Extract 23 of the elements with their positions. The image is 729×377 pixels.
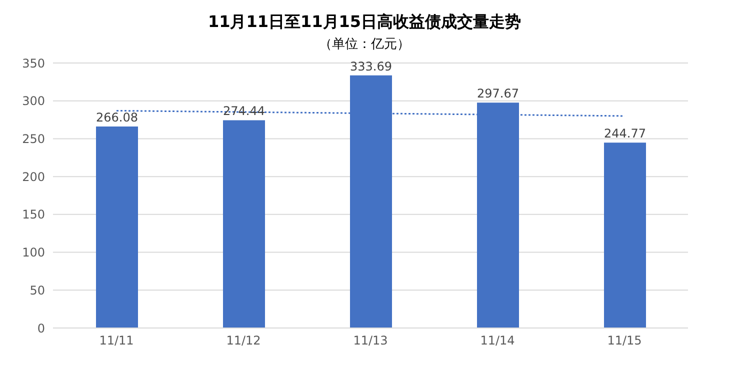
y-tick-label: 300	[22, 94, 45, 108]
y-tick-label: 50	[30, 283, 45, 298]
data-label: 333.69	[350, 59, 392, 74]
x-tick-label: 11/13	[353, 334, 388, 348]
x-tick-label: 11/14	[480, 334, 515, 348]
y-tick-label: 0	[37, 321, 45, 336]
chart-title: 11月11日至11月15日高收益债成交量走势	[206, 11, 522, 33]
bar	[604, 142, 646, 328]
chart-subtitle: （单位：亿元）	[318, 36, 411, 53]
y-tick-label: 150	[22, 208, 45, 222]
data-label: 297.67	[477, 86, 519, 101]
data-label: 266.08	[96, 110, 138, 125]
data-label: 274.44	[223, 104, 265, 118]
y-tick-label: 100	[22, 246, 45, 260]
x-tick-label: 11/12	[226, 334, 261, 348]
data-label: 244.77	[604, 126, 646, 141]
x-tick-label: 11/11	[99, 334, 134, 348]
bar	[223, 120, 265, 328]
bar	[96, 126, 138, 328]
x-tick-label: 11/15	[607, 334, 642, 348]
y-tick-label: 350	[22, 56, 45, 70]
y-tick-label: 250	[22, 132, 45, 146]
y-tick-label: 200	[22, 170, 45, 184]
